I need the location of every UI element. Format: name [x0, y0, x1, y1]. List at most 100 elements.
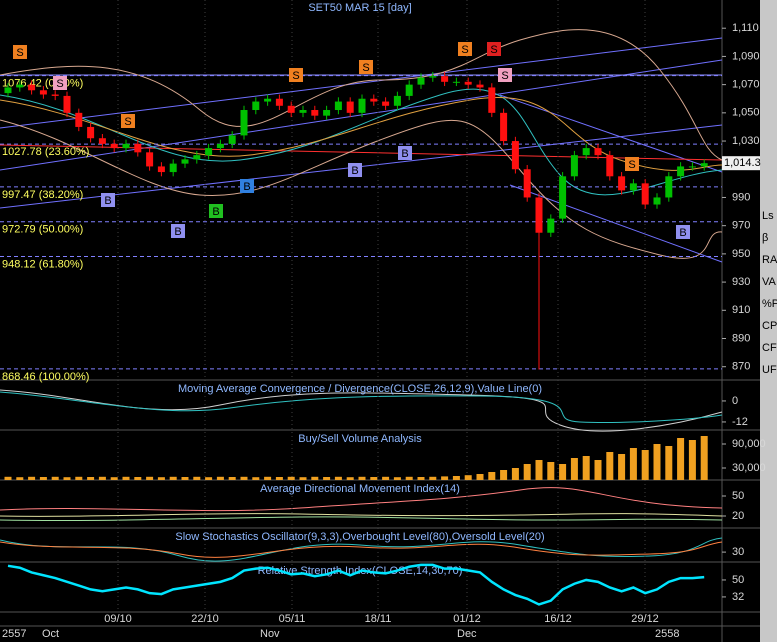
panel-title: Moving Average Convergence / Divergence(… [178, 383, 542, 395]
y-tick-label: 20 [732, 510, 744, 522]
toolbar-label: CF [762, 342, 777, 354]
toolbar-label: Ls [762, 210, 774, 222]
x-tick-label: 01/12 [453, 613, 481, 625]
candle-body [299, 110, 307, 113]
signal-box [13, 45, 27, 59]
volume-bar [441, 476, 449, 480]
panel-title: Slow Stochastics Oscillator(9,3,3),Overb… [175, 531, 544, 543]
volume-bar [547, 462, 555, 480]
candle-body [511, 141, 519, 170]
candle-body [311, 110, 319, 116]
candle-body [429, 76, 437, 78]
volume-bar [39, 477, 47, 480]
signal-box [359, 60, 373, 74]
volume-bar [653, 444, 661, 480]
signal-box [53, 76, 67, 90]
signal-label: B [679, 227, 686, 239]
toolbar-label: %P [762, 298, 777, 310]
panel-title: Average Directional Movement Index(14) [260, 483, 460, 495]
volume-bar [228, 477, 236, 480]
signal-label: S [628, 159, 635, 171]
y-tick-label: 1,110 [732, 22, 759, 34]
signal-box [676, 225, 690, 239]
signal-label: S [490, 44, 497, 56]
signal-label: S [362, 62, 369, 74]
signal-label: B [401, 148, 408, 160]
overlay-lines [0, 29, 723, 263]
fib-label: 1076.42 (0.00%) [2, 77, 83, 89]
volume-bar [264, 476, 272, 480]
signal-box [101, 193, 115, 207]
candle-body [665, 176, 673, 198]
signal-label: S [501, 70, 508, 82]
volume-bar [476, 474, 484, 480]
toolbar-label: β [762, 232, 768, 244]
volume-bar [334, 476, 342, 480]
candle-body [488, 87, 496, 113]
volume-bar [193, 476, 201, 480]
toolbar-label: CP [762, 320, 777, 332]
candle-body [252, 101, 260, 111]
volume-bar [146, 476, 154, 480]
volume-bar [51, 476, 59, 480]
x-tick-label: 09/10 [104, 613, 132, 625]
candle-body [464, 81, 472, 85]
x-tick-label: 05/11 [279, 613, 306, 625]
signal-box [625, 157, 639, 171]
candle-body [594, 148, 602, 156]
candle-body [51, 94, 59, 96]
signal-label: S [292, 70, 299, 82]
candle-body [75, 112, 83, 127]
signal-box [171, 224, 185, 238]
candle-body [323, 110, 331, 116]
toolbar-label: UF [762, 364, 777, 376]
candle-body [358, 98, 366, 113]
signal-label: B [174, 226, 181, 238]
candle-body [606, 155, 614, 177]
volume-bar [429, 476, 437, 480]
volume-bar [16, 477, 24, 480]
chart-title: SET50 MAR 15 [day] [308, 2, 411, 14]
candle-body [87, 126, 95, 139]
signal-box [498, 68, 512, 82]
volume-bar [323, 477, 331, 480]
candle-body [157, 166, 165, 173]
candle-body [122, 143, 130, 149]
y-tick-label: 30,000 [732, 462, 766, 474]
candle-body [98, 138, 106, 144]
y-tick-label: 970 [732, 220, 750, 232]
y-tick-label: 1,030 [732, 135, 760, 147]
volume-bar [287, 476, 295, 480]
candle-body [134, 143, 142, 153]
candle-body [346, 101, 354, 113]
volume-bar [641, 450, 649, 480]
candle-body [500, 112, 508, 142]
volume-bar [157, 477, 165, 480]
volume-bar [252, 477, 260, 480]
fib-label: 948.12 (61.80%) [2, 258, 83, 270]
x-tick-label: 22/10 [191, 613, 219, 625]
volume-bar [405, 476, 413, 480]
period-label: Oct [42, 628, 59, 640]
candle-body [405, 84, 413, 96]
volume-bar [488, 472, 496, 480]
y-tick-label: 32 [732, 591, 744, 603]
signal-box [398, 146, 412, 160]
candle-body [240, 110, 248, 136]
volume-bar [169, 476, 177, 480]
candle-body [382, 101, 390, 106]
candle-body [441, 76, 449, 82]
signal-box [209, 204, 223, 218]
panel-title: Buy/Sell Volume Analysis [298, 433, 422, 445]
volume-bar [134, 477, 142, 480]
rsi-line [7, 563, 705, 606]
candle-body [700, 163, 708, 167]
volume-bar [240, 476, 248, 480]
volume-bar [346, 477, 354, 480]
y-tick-label: 50 [732, 574, 744, 586]
x-tick-label: 16/12 [544, 613, 572, 625]
signal-box [240, 179, 254, 193]
volume-bar [523, 464, 531, 480]
y-tick-label: 90,000 [732, 438, 766, 450]
